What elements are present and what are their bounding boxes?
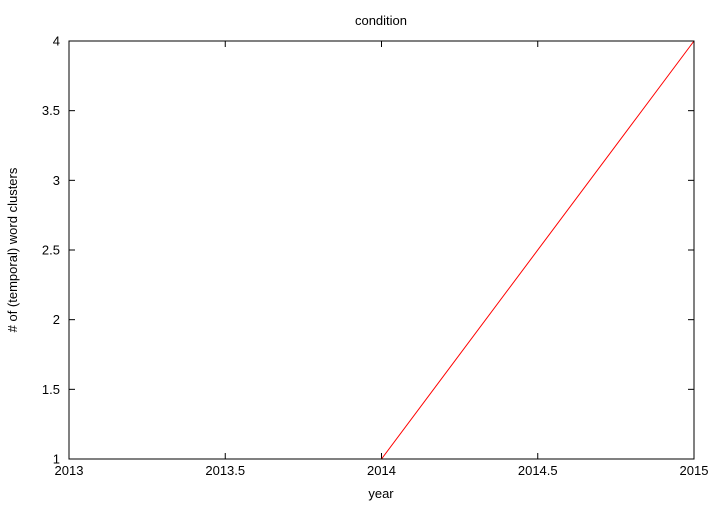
x-tick-label: 2014.5 (518, 463, 558, 478)
x-tick-label: 2013 (55, 463, 84, 478)
series-line (69, 40, 695, 460)
y-tick-label: 3.5 (42, 103, 60, 118)
chart-title: condition (355, 13, 407, 28)
y-tick-label: 1 (53, 452, 60, 467)
y-tick-label: 2 (53, 312, 60, 327)
x-tick-label: 2014 (367, 463, 396, 478)
y-tick-label: 3 (53, 173, 60, 188)
plot-area (69, 40, 695, 460)
y-tick-label: 2.5 (42, 243, 60, 258)
y-tick-label: 4 (53, 34, 60, 49)
x-tick-label: 2015 (680, 463, 709, 478)
plot-frame (68, 40, 695, 460)
y-tick-label: 1.5 (42, 382, 60, 397)
x-axis-label: year (368, 486, 394, 501)
x-tick-label: 2013.5 (205, 463, 245, 478)
y-axis-label: # of (temporal) word clusters (5, 167, 20, 332)
axis-ticks: 2013 2013.5 2014 2014.5 2015 1 1.5 2 2.5 3 3.5 4 (42, 34, 709, 479)
